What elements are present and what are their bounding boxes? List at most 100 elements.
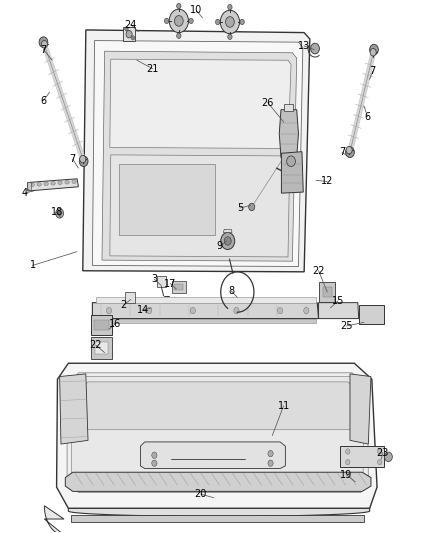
Polygon shape <box>318 303 359 319</box>
Circle shape <box>190 308 195 314</box>
Polygon shape <box>359 305 384 324</box>
Polygon shape <box>174 284 183 290</box>
Ellipse shape <box>58 181 62 184</box>
Circle shape <box>131 36 135 40</box>
Text: 15: 15 <box>332 296 344 306</box>
Text: 2: 2 <box>121 300 127 310</box>
Polygon shape <box>340 446 384 467</box>
Polygon shape <box>94 320 109 330</box>
Polygon shape <box>28 179 78 191</box>
Polygon shape <box>223 229 232 232</box>
Circle shape <box>346 449 350 454</box>
Ellipse shape <box>37 182 41 186</box>
Text: 17: 17 <box>164 279 176 288</box>
Ellipse shape <box>44 182 48 185</box>
Text: 8: 8 <box>228 286 234 296</box>
Circle shape <box>125 27 128 31</box>
Text: 9: 9 <box>217 241 223 251</box>
Polygon shape <box>67 373 368 492</box>
Polygon shape <box>71 376 364 484</box>
Text: 7: 7 <box>370 67 376 76</box>
Text: 7: 7 <box>339 147 345 157</box>
Polygon shape <box>65 472 371 491</box>
Circle shape <box>385 452 392 462</box>
Circle shape <box>177 3 181 9</box>
Polygon shape <box>91 316 113 335</box>
Text: 10: 10 <box>190 5 202 15</box>
Text: 14: 14 <box>137 305 149 315</box>
Circle shape <box>152 452 157 458</box>
Circle shape <box>268 450 273 457</box>
Circle shape <box>147 308 152 314</box>
Text: 26: 26 <box>262 98 274 108</box>
Text: 19: 19 <box>340 470 353 480</box>
Circle shape <box>228 34 232 39</box>
Circle shape <box>378 449 382 454</box>
Circle shape <box>221 232 235 249</box>
Circle shape <box>346 459 350 465</box>
Polygon shape <box>141 442 286 469</box>
Text: 18: 18 <box>50 207 63 217</box>
Circle shape <box>41 41 47 48</box>
Circle shape <box>220 10 240 34</box>
Text: 5: 5 <box>237 203 243 213</box>
Text: 13: 13 <box>298 41 310 51</box>
Text: 6: 6 <box>40 95 46 106</box>
Text: 22: 22 <box>90 340 102 350</box>
Circle shape <box>152 460 157 466</box>
Circle shape <box>370 44 378 55</box>
Circle shape <box>249 203 255 211</box>
Circle shape <box>378 459 382 465</box>
Circle shape <box>228 4 232 10</box>
Circle shape <box>177 33 181 38</box>
Circle shape <box>304 308 309 314</box>
Ellipse shape <box>72 180 76 183</box>
Circle shape <box>174 15 183 26</box>
Polygon shape <box>279 110 298 158</box>
Polygon shape <box>92 41 303 266</box>
Polygon shape <box>83 30 310 272</box>
Text: 23: 23 <box>377 448 389 457</box>
Polygon shape <box>95 342 108 354</box>
Polygon shape <box>28 182 31 191</box>
Polygon shape <box>157 276 166 287</box>
Circle shape <box>164 18 169 23</box>
Polygon shape <box>60 374 88 444</box>
Polygon shape <box>123 27 135 41</box>
Circle shape <box>106 308 112 314</box>
Circle shape <box>126 30 132 38</box>
Polygon shape <box>102 51 297 261</box>
Circle shape <box>56 208 64 218</box>
Polygon shape <box>92 303 318 319</box>
Polygon shape <box>285 104 293 111</box>
Text: 24: 24 <box>125 20 137 30</box>
Polygon shape <box>110 59 291 149</box>
Polygon shape <box>319 282 335 302</box>
Text: 3: 3 <box>151 274 157 284</box>
Circle shape <box>189 18 193 23</box>
Polygon shape <box>323 287 332 297</box>
Polygon shape <box>96 297 316 303</box>
Polygon shape <box>91 337 113 359</box>
Circle shape <box>240 19 244 25</box>
Circle shape <box>215 19 220 25</box>
Text: 4: 4 <box>21 188 28 198</box>
Text: 21: 21 <box>146 64 159 74</box>
Circle shape <box>346 147 352 154</box>
Ellipse shape <box>51 181 55 185</box>
Circle shape <box>226 17 234 27</box>
Text: 12: 12 <box>321 176 333 187</box>
Circle shape <box>79 156 88 166</box>
Text: 7: 7 <box>70 154 76 164</box>
Text: 16: 16 <box>109 319 121 329</box>
Text: 22: 22 <box>312 266 325 276</box>
Circle shape <box>311 43 319 54</box>
Polygon shape <box>350 374 371 444</box>
Circle shape <box>169 9 188 33</box>
Ellipse shape <box>65 180 69 184</box>
Polygon shape <box>71 515 364 522</box>
Polygon shape <box>125 292 135 303</box>
Text: 20: 20 <box>194 489 207 499</box>
Text: 1: 1 <box>29 261 35 270</box>
Text: 6: 6 <box>364 111 371 122</box>
